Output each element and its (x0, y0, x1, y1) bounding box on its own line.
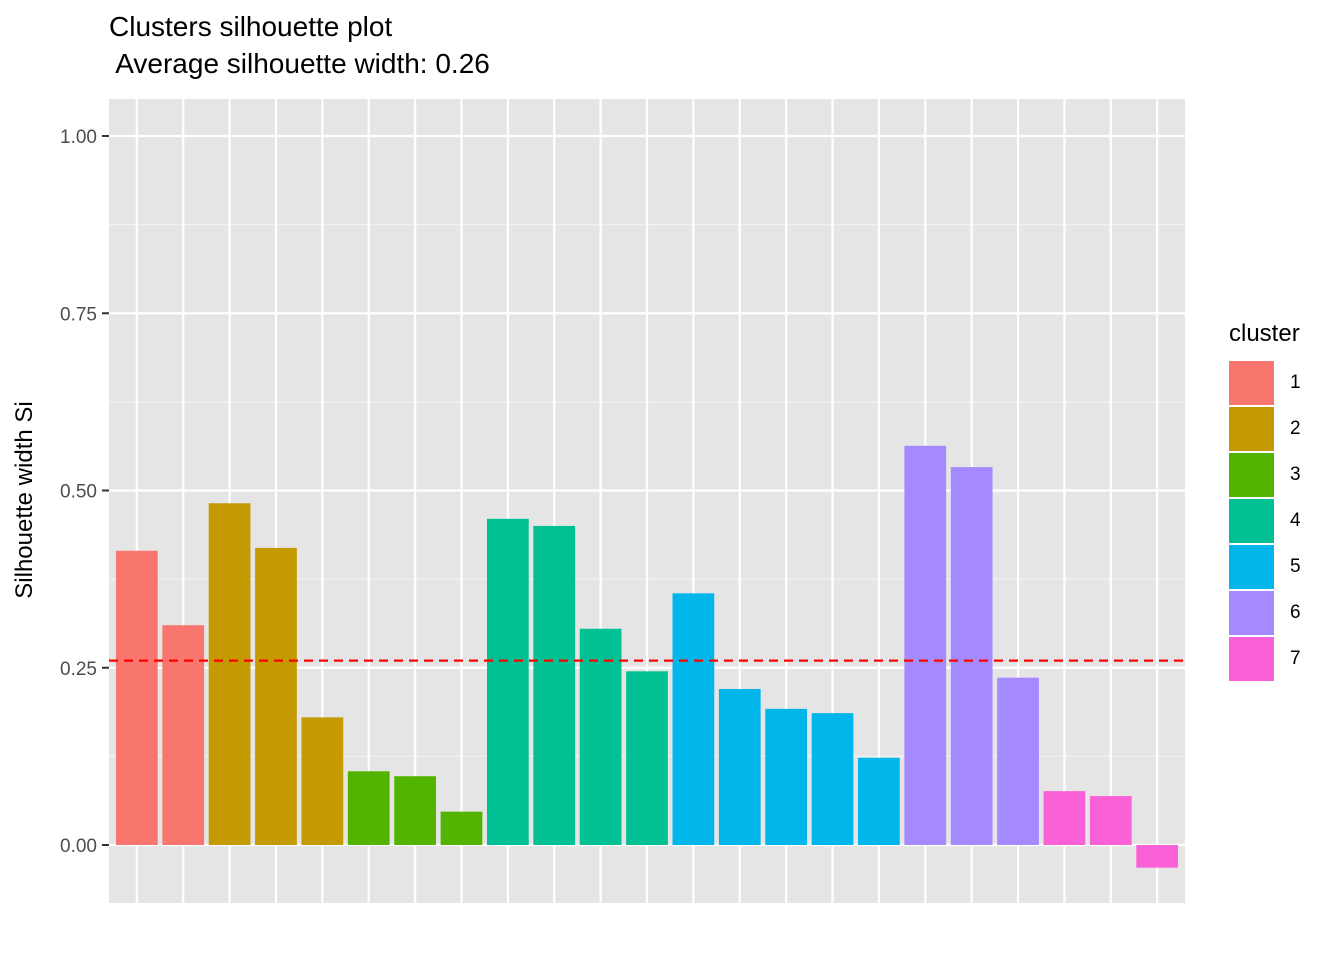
y-tick-label: 0.75 (60, 304, 97, 325)
bar-cluster-2 (301, 717, 344, 845)
legend-item-cluster-7: 7 (1229, 636, 1301, 682)
legend-item-cluster-2: 2 (1229, 406, 1301, 452)
bar-cluster-3 (440, 811, 483, 845)
legend-item-cluster-4: 4 (1229, 498, 1301, 544)
bar-cluster-7 (1136, 845, 1179, 868)
legend-label: 2 (1290, 418, 1301, 439)
bar-cluster-3 (394, 776, 436, 845)
bar-cluster-5 (858, 757, 900, 845)
legend-item-cluster-1: 1 (1229, 360, 1301, 406)
legend-item-cluster-3: 3 (1229, 452, 1301, 498)
chart-title: Clusters silhouette plot (109, 11, 393, 42)
bar-cluster-4 (533, 525, 576, 845)
legend-key (1229, 499, 1274, 543)
bars (115, 445, 1179, 868)
bar-cluster-1 (115, 550, 158, 845)
legend-key (1229, 407, 1274, 451)
bar-cluster-6 (950, 467, 993, 845)
legend-key (1229, 591, 1274, 635)
bar-cluster-4 (579, 628, 622, 845)
y-tick-label: 0.00 (60, 836, 97, 857)
bar-cluster-5 (718, 689, 761, 845)
legend-label: 6 (1290, 602, 1301, 623)
bar-cluster-5 (672, 593, 715, 845)
legend: cluster 1 2 3 4 5 6 7 (1229, 318, 1301, 682)
bar-cluster-6 (997, 677, 1039, 845)
legend-key (1229, 453, 1274, 497)
bar-cluster-2 (255, 547, 297, 845)
bar-cluster-1 (162, 625, 205, 845)
bar-cluster-5 (765, 708, 808, 845)
y-tick-label: 0.25 (60, 659, 97, 680)
bar-cluster-2 (208, 503, 251, 845)
bar-cluster-7 (1089, 796, 1132, 845)
bar-cluster-4 (626, 671, 668, 845)
legend-label: 1 (1290, 372, 1301, 393)
legend-item-cluster-5: 5 (1229, 544, 1301, 590)
y-axis: 0.00 0.25 0.50 0.75 1.00 (60, 127, 109, 857)
legend-label: 4 (1290, 510, 1301, 531)
legend-items: 1 2 3 4 5 6 7 (1229, 360, 1301, 682)
bar-cluster-6 (904, 445, 947, 845)
legend-title: cluster (1229, 320, 1300, 347)
y-tick-label: 1.00 (60, 127, 97, 148)
bar-cluster-3 (347, 771, 390, 845)
legend-key (1229, 545, 1274, 589)
bar-cluster-5 (811, 713, 854, 845)
y-tick-label: 0.50 (60, 482, 97, 503)
legend-key (1229, 361, 1274, 405)
bar-cluster-7 (1043, 791, 1086, 845)
legend-item-cluster-6: 6 (1229, 590, 1301, 636)
legend-label: 7 (1290, 648, 1301, 669)
legend-key (1229, 637, 1274, 681)
bar-cluster-4 (486, 518, 529, 845)
legend-label: 3 (1290, 464, 1301, 485)
legend-label: 5 (1290, 556, 1301, 577)
chart-subtitle: Average silhouette width: 0.26 (109, 48, 490, 79)
